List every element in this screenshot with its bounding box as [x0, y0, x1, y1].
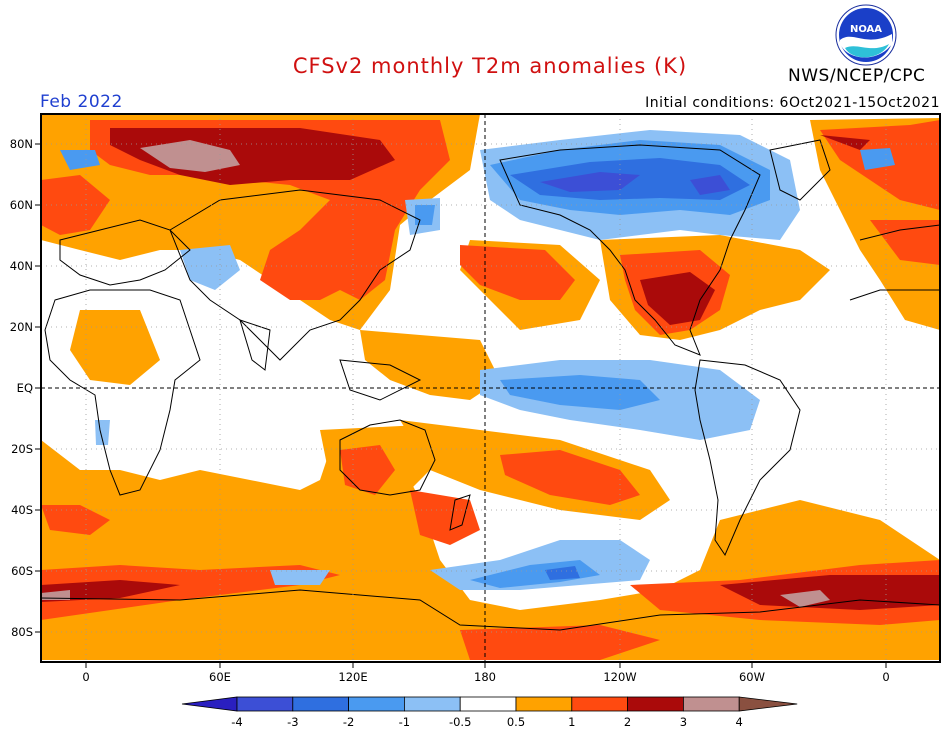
lat-tick-label: 40S: [11, 503, 33, 517]
colorbar-segment: [403, 696, 461, 712]
lat-tick-label: 40N: [10, 259, 33, 273]
lat-tick-label: 20N: [10, 320, 33, 334]
coastlines: [41, 139, 940, 631]
colorbar-tick-label: -3: [287, 715, 298, 729]
colorbar-segment: [459, 696, 517, 712]
colorbar-min-arrow: [181, 696, 238, 712]
colorbar-tick-label: 4: [736, 715, 743, 729]
logo-text: NOAA: [850, 24, 882, 35]
colorbar-segment: [627, 696, 684, 712]
colorbar-segment: [236, 696, 294, 712]
anomaly-3-4: [41, 140, 830, 607]
colorbar-tick-label: -2: [343, 715, 354, 729]
lon-tick-label: 60W: [739, 670, 765, 684]
colorbar-segment: [348, 696, 405, 712]
lon-tick-label: 60E: [209, 670, 231, 684]
forecast-month: Feb 2022: [40, 92, 123, 112]
lat-tick-label: 60N: [10, 198, 33, 212]
colorbar: -4 -3 -2 -1 -0.5 0.5 1 2 3 4: [181, 696, 798, 729]
anomaly-field: [41, 114, 940, 660]
agency-label: NWS/NCEP/CPC: [788, 66, 926, 86]
lat-tick-label: 80N: [10, 137, 33, 151]
initial-conditions: Initial conditions: 6Oct2021-15Oct2021: [645, 95, 940, 111]
colorbar-tick-label: -0.5: [449, 715, 471, 729]
colorbar-tick-label: -1: [399, 715, 410, 729]
lon-axis: 0 60E 120E 180 120W 60W 0: [82, 662, 890, 684]
colorbar-tick-label: -4: [231, 715, 242, 729]
colorbar-segment: [515, 696, 573, 712]
colorbar-tick-label: 1: [568, 715, 575, 729]
colorbar-segment: [683, 696, 740, 712]
lon-tick-label: 180: [474, 670, 496, 684]
chart-title: CFSv2 monthly T2m anomalies (K): [292, 54, 688, 78]
anomaly-neg3-neg4: [540, 172, 730, 195]
lat-tick-label: 80S: [11, 625, 33, 639]
lat-tick-label: 20S: [11, 442, 33, 456]
lat-axis: 80N 60N 40N 20N EQ 20S 40S 60S 80S: [10, 137, 41, 639]
lat-tick-label: EQ: [17, 381, 33, 395]
colorbar-segment: [571, 696, 628, 712]
lat-tick-label: 60S: [11, 564, 33, 578]
lon-tick-label: 0: [82, 670, 89, 684]
noaa-logo: NOAA: [835, 4, 897, 66]
colorbar-max-arrow: [738, 696, 798, 712]
lon-tick-label: 120W: [603, 670, 636, 684]
colorbar-tick-label: 2: [624, 715, 631, 729]
colorbar-tick-label: 0.5: [507, 715, 525, 729]
lon-tick-label: 0: [882, 670, 889, 684]
colorbar-segment: [292, 696, 349, 712]
colorbar-tick-label: 3: [680, 715, 687, 729]
lon-tick-label: 120E: [338, 670, 367, 684]
